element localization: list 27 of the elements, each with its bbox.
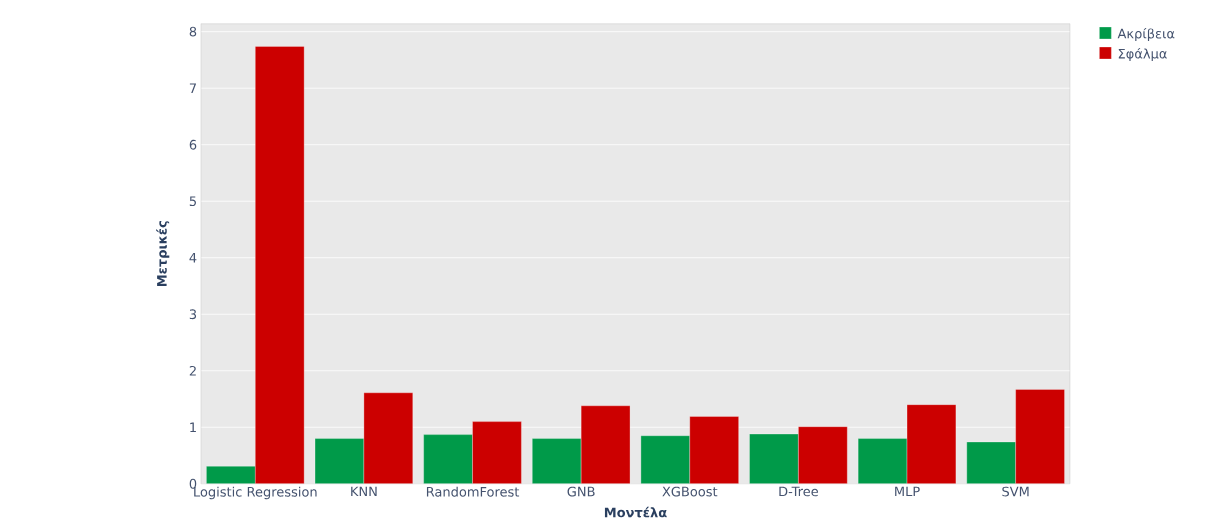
- x-tick-label: XGBoost: [662, 486, 718, 497]
- x-tick-label: D-Tree: [779, 486, 819, 497]
- bar: [532, 438, 582, 484]
- legend-label: Ακρίβεια: [1117, 27, 1175, 42]
- y-tick-label: 8: [189, 26, 197, 37]
- x-tick-label: GNB: [567, 486, 595, 497]
- y-tick-label: 6: [189, 139, 197, 150]
- x-tick-label: MLP: [895, 486, 920, 497]
- bar: [314, 438, 365, 484]
- bar: [206, 466, 256, 484]
- y-tick-label: 5: [189, 196, 196, 207]
- y-tick-label: 7: [189, 83, 196, 93]
- bar: [423, 434, 473, 484]
- bar: [858, 438, 908, 484]
- legend-label: Σφάλμα: [1118, 48, 1167, 62]
- y-tick-label: 3: [189, 309, 197, 320]
- x-tick-label: SVM: [1002, 486, 1029, 497]
- bar: [749, 433, 799, 484]
- y-tick-label: 2: [189, 365, 196, 376]
- x-tick-label: RandomForest: [426, 486, 520, 497]
- bar: [966, 441, 1016, 484]
- x-tick-label: KNN: [351, 486, 377, 497]
- x-axis-title: Μοντέλα: [604, 506, 667, 518]
- y-tick-label: 4: [189, 252, 197, 263]
- y-tick-label: 1: [190, 422, 196, 432]
- y-axis-title: Μετρικές: [156, 221, 170, 287]
- bar: [640, 435, 690, 484]
